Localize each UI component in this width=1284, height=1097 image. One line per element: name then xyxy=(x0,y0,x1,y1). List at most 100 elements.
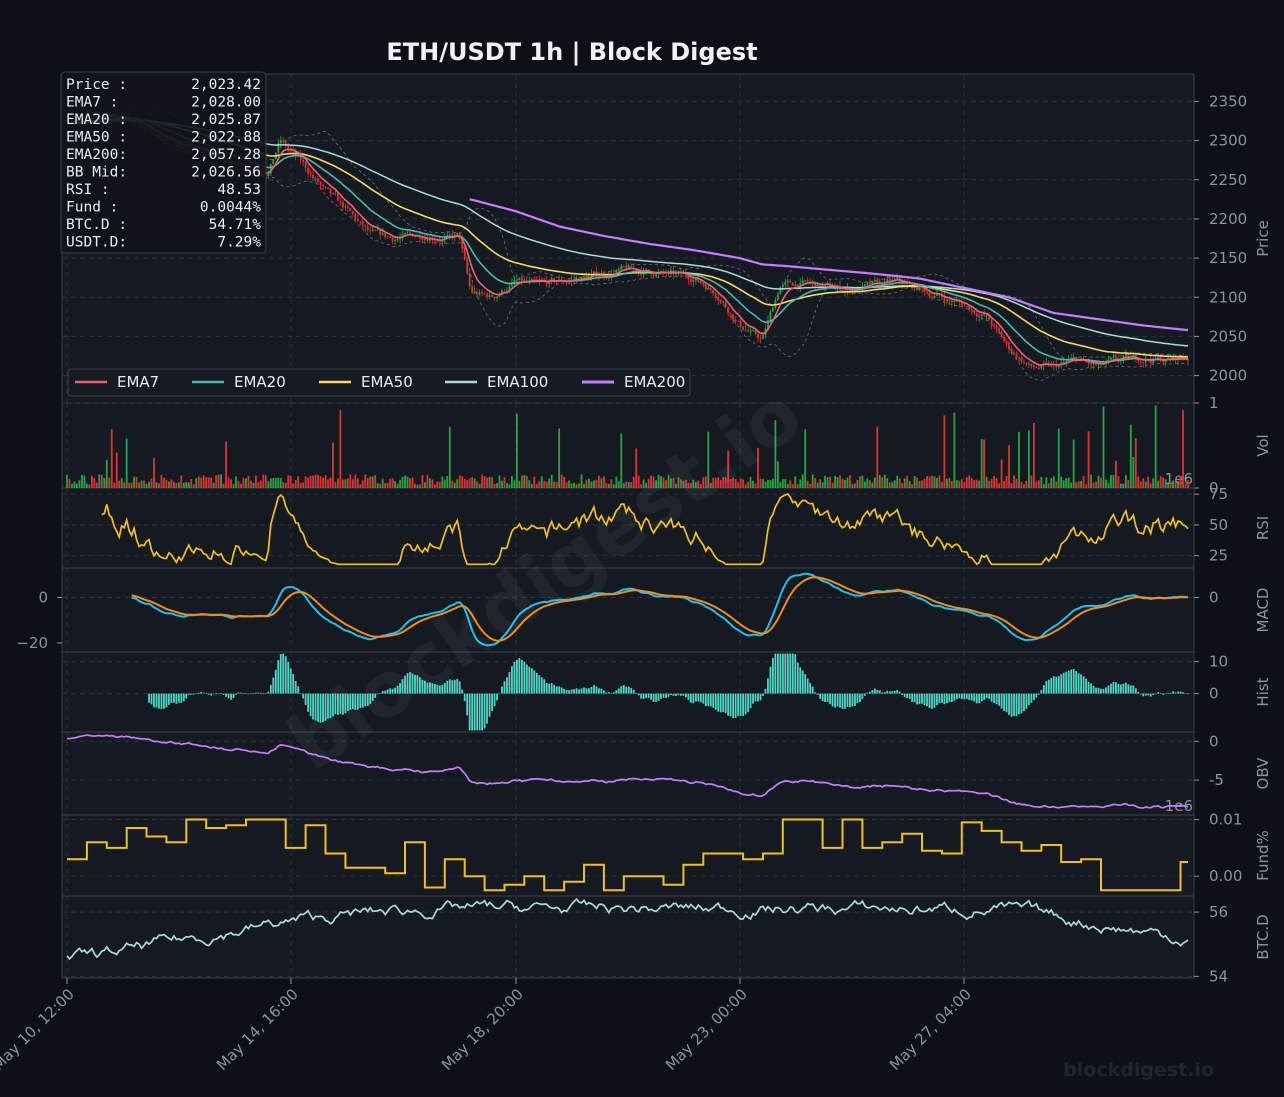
hist-bar xyxy=(222,693,225,695)
hist-bar xyxy=(506,677,508,694)
hist-bar xyxy=(963,693,966,700)
volume-bar xyxy=(274,477,277,488)
volume-bar xyxy=(1177,481,1179,488)
hist-bar xyxy=(406,673,409,694)
volume-bar xyxy=(1090,474,1092,488)
hist-bar xyxy=(968,693,971,701)
volume-bar xyxy=(665,480,667,488)
volume-bar xyxy=(1184,483,1187,488)
y-tick-label: 56 xyxy=(1209,903,1228,921)
hist-bar xyxy=(1050,678,1053,694)
candle-body xyxy=(1107,359,1110,362)
volume-bar xyxy=(496,483,498,488)
hist-bar xyxy=(707,693,710,707)
volume-bar xyxy=(71,483,73,488)
volume-bar xyxy=(573,482,575,488)
volume-bar xyxy=(421,475,424,488)
volume-bar xyxy=(789,480,792,488)
volume-bar xyxy=(816,482,819,488)
candle-body xyxy=(468,272,471,287)
hist-bar xyxy=(1172,691,1174,694)
candle-body xyxy=(548,280,551,285)
volume-bar xyxy=(282,482,285,488)
candle-body xyxy=(1005,340,1008,343)
volume-bar xyxy=(272,477,275,488)
candle-body xyxy=(625,266,628,270)
candle-body xyxy=(990,319,993,326)
hist-bar xyxy=(381,691,384,694)
hist-bar xyxy=(332,693,334,717)
volume-bar xyxy=(995,478,998,488)
hist-bar xyxy=(657,693,660,701)
volume-bar xyxy=(1060,476,1063,488)
volume-bar xyxy=(426,474,429,488)
candle-body xyxy=(928,293,931,297)
candle-body xyxy=(1097,363,1100,366)
volume-bar xyxy=(302,482,305,488)
hist-bar xyxy=(379,693,382,694)
candle-body xyxy=(426,238,429,241)
hist-bar xyxy=(525,664,528,694)
hist-bar xyxy=(866,692,869,694)
hist-bar xyxy=(600,688,603,694)
hist-bar xyxy=(724,693,727,714)
hist-bar xyxy=(284,656,287,694)
volume-bar xyxy=(1157,480,1160,488)
volume-bar xyxy=(1117,476,1120,488)
hist-bar xyxy=(941,693,943,703)
info-value: 2,028.00 xyxy=(191,95,261,111)
hist-bar xyxy=(607,692,610,694)
candle-body xyxy=(314,178,317,179)
volume-bar xyxy=(906,475,909,488)
candle-body xyxy=(732,314,735,320)
hist-bar xyxy=(247,693,250,695)
candle-body xyxy=(868,282,871,284)
volume-bar xyxy=(381,478,384,488)
volume-bar xyxy=(200,477,203,488)
candle-body xyxy=(995,326,998,329)
hist-bar xyxy=(364,693,367,707)
volume-bar xyxy=(364,474,367,488)
candle-body xyxy=(615,270,618,274)
candle-body xyxy=(926,291,928,294)
candle-body xyxy=(1087,361,1090,364)
volume-bar xyxy=(1154,405,1157,488)
candle-body xyxy=(921,287,923,289)
hist-bar xyxy=(322,693,324,723)
candle-body xyxy=(267,173,270,176)
hist-bar xyxy=(1030,693,1033,703)
candle-body xyxy=(786,280,789,283)
candle-body xyxy=(332,193,334,194)
info-value: 7.29% xyxy=(217,235,261,251)
candle-body xyxy=(394,240,396,241)
hist-bar xyxy=(993,693,996,704)
hist-bar xyxy=(772,657,774,694)
hist-bar xyxy=(655,693,657,702)
volume-bar xyxy=(133,476,136,488)
candle-body xyxy=(941,295,943,298)
hist-bar xyxy=(324,693,327,721)
candle-body xyxy=(670,270,672,272)
hist-bar xyxy=(471,693,474,731)
hist-bar xyxy=(1070,669,1073,694)
y-tick-label: 0 xyxy=(1209,479,1219,497)
volume-bar xyxy=(878,475,881,488)
volume-bar xyxy=(1037,480,1040,488)
volume-bar xyxy=(617,481,620,488)
footer-watermark: blockdigest.io xyxy=(1063,1059,1214,1081)
hist-bar xyxy=(851,693,854,707)
candle-body xyxy=(553,278,556,282)
candle-body xyxy=(473,292,476,293)
candle-body xyxy=(1162,360,1165,363)
hist-bar xyxy=(779,653,782,694)
hist-bar xyxy=(677,693,680,696)
hist-bar xyxy=(816,693,819,695)
candle-body xyxy=(772,307,774,312)
candle-body xyxy=(1132,354,1135,357)
volume-bar xyxy=(299,483,302,488)
y-axis-label: Vol xyxy=(1254,434,1272,456)
volume-bar xyxy=(170,479,173,488)
volume-bar xyxy=(394,481,396,488)
hist-bar xyxy=(279,654,282,694)
volume-bar xyxy=(936,477,938,488)
